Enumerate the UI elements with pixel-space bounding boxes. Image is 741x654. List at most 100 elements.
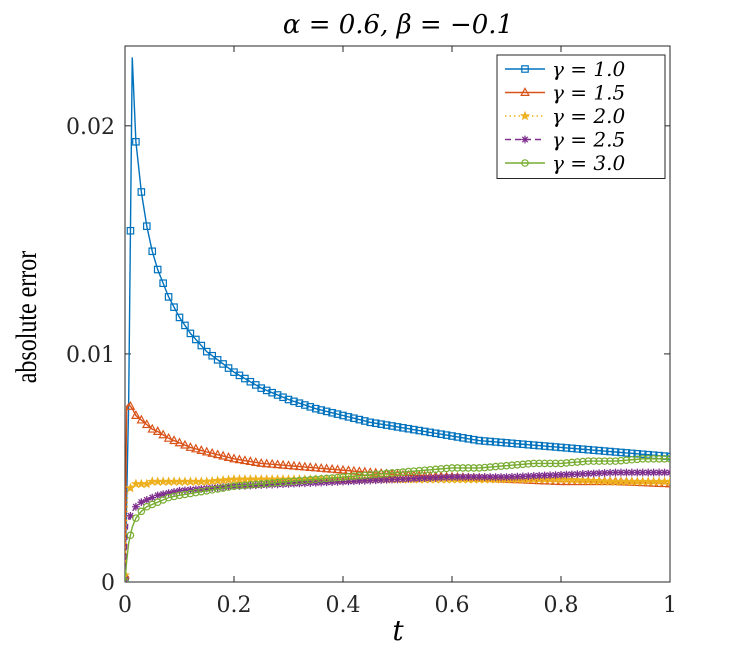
data-point xyxy=(192,335,200,344)
data-point xyxy=(480,463,489,472)
data-point xyxy=(332,464,343,474)
data-point xyxy=(245,456,256,466)
data-point xyxy=(283,460,294,470)
data-point xyxy=(250,457,261,466)
data-point xyxy=(611,448,620,456)
data-point xyxy=(666,455,670,463)
data-point xyxy=(295,399,304,407)
data-point xyxy=(486,473,494,481)
data-point xyxy=(562,470,571,479)
plot-border xyxy=(124,45,671,583)
data-point xyxy=(497,438,505,447)
data-point xyxy=(388,422,396,430)
data-point xyxy=(469,473,478,481)
data-point xyxy=(415,466,424,475)
data-point xyxy=(480,473,489,481)
data-point xyxy=(562,459,571,467)
data-point xyxy=(557,459,565,468)
data-point xyxy=(628,455,636,464)
data-point xyxy=(464,473,473,481)
data-point xyxy=(399,468,407,476)
data-point xyxy=(442,464,451,473)
data-point xyxy=(181,321,189,330)
data-point xyxy=(273,480,282,489)
data-point xyxy=(344,472,353,481)
data-point xyxy=(644,455,653,463)
data-point xyxy=(284,395,293,404)
data-point xyxy=(519,472,527,481)
data-point xyxy=(159,279,167,288)
data-point xyxy=(201,446,212,456)
data-point xyxy=(633,455,642,464)
data-point xyxy=(660,468,669,477)
data-point xyxy=(235,481,244,490)
data-point xyxy=(399,475,407,483)
x-tick-label: 1 xyxy=(663,593,677,618)
data-point xyxy=(290,479,298,488)
data-point xyxy=(257,481,266,489)
data-point xyxy=(529,459,538,468)
data-point xyxy=(611,457,620,465)
series-5 xyxy=(125,455,670,582)
data-point xyxy=(420,427,429,436)
data-point xyxy=(137,507,146,516)
data-point xyxy=(529,472,538,480)
data-point xyxy=(595,446,603,455)
legend-item: γ = 2.0 xyxy=(505,104,626,128)
data-point xyxy=(213,483,222,492)
legend-label: γ = 2.0 xyxy=(552,104,626,128)
data-point xyxy=(486,463,494,471)
data-point xyxy=(513,472,522,481)
plot-frame xyxy=(124,45,671,583)
y-tick-label: 0.01 xyxy=(66,343,115,368)
data-point xyxy=(262,480,271,489)
data-point xyxy=(606,457,614,465)
series-layer xyxy=(125,57,670,582)
data-point xyxy=(551,459,560,468)
data-point xyxy=(219,483,227,491)
data-point xyxy=(339,473,347,481)
data-point xyxy=(317,475,326,483)
data-point xyxy=(388,469,396,477)
data-point xyxy=(240,455,250,465)
data-point xyxy=(584,457,593,465)
data-point xyxy=(159,490,167,499)
data-point xyxy=(328,408,336,417)
data-point xyxy=(535,471,544,480)
data-point xyxy=(208,351,217,360)
data-point xyxy=(649,455,658,463)
data-point xyxy=(578,445,587,454)
data-point xyxy=(197,341,206,350)
data-point xyxy=(644,450,653,459)
data-point xyxy=(279,478,287,486)
legend-label: γ = 1.5 xyxy=(552,81,625,105)
data-point xyxy=(219,360,227,368)
data-point xyxy=(170,492,178,501)
data-point xyxy=(137,188,146,196)
data-point xyxy=(426,474,435,482)
data-point xyxy=(212,449,223,459)
data-point xyxy=(399,424,407,432)
data-point xyxy=(344,413,353,421)
data-point xyxy=(535,441,544,450)
data-point xyxy=(480,437,489,445)
data-point xyxy=(132,502,140,511)
data-point xyxy=(202,484,211,493)
legend-label: γ = 3.0 xyxy=(552,151,626,175)
data-point xyxy=(279,393,287,402)
series-line xyxy=(125,57,670,580)
data-point xyxy=(333,478,342,486)
data-point xyxy=(163,432,174,442)
data-point xyxy=(143,222,151,230)
data-point xyxy=(617,448,625,457)
data-point xyxy=(137,498,146,507)
data-point xyxy=(371,470,380,479)
data-point xyxy=(404,467,413,476)
data-point xyxy=(196,445,207,454)
data-point xyxy=(366,418,375,427)
data-point xyxy=(453,464,462,472)
data-point xyxy=(459,473,467,481)
data-point xyxy=(448,432,456,440)
data-point xyxy=(125,578,129,582)
data-point xyxy=(262,479,271,488)
